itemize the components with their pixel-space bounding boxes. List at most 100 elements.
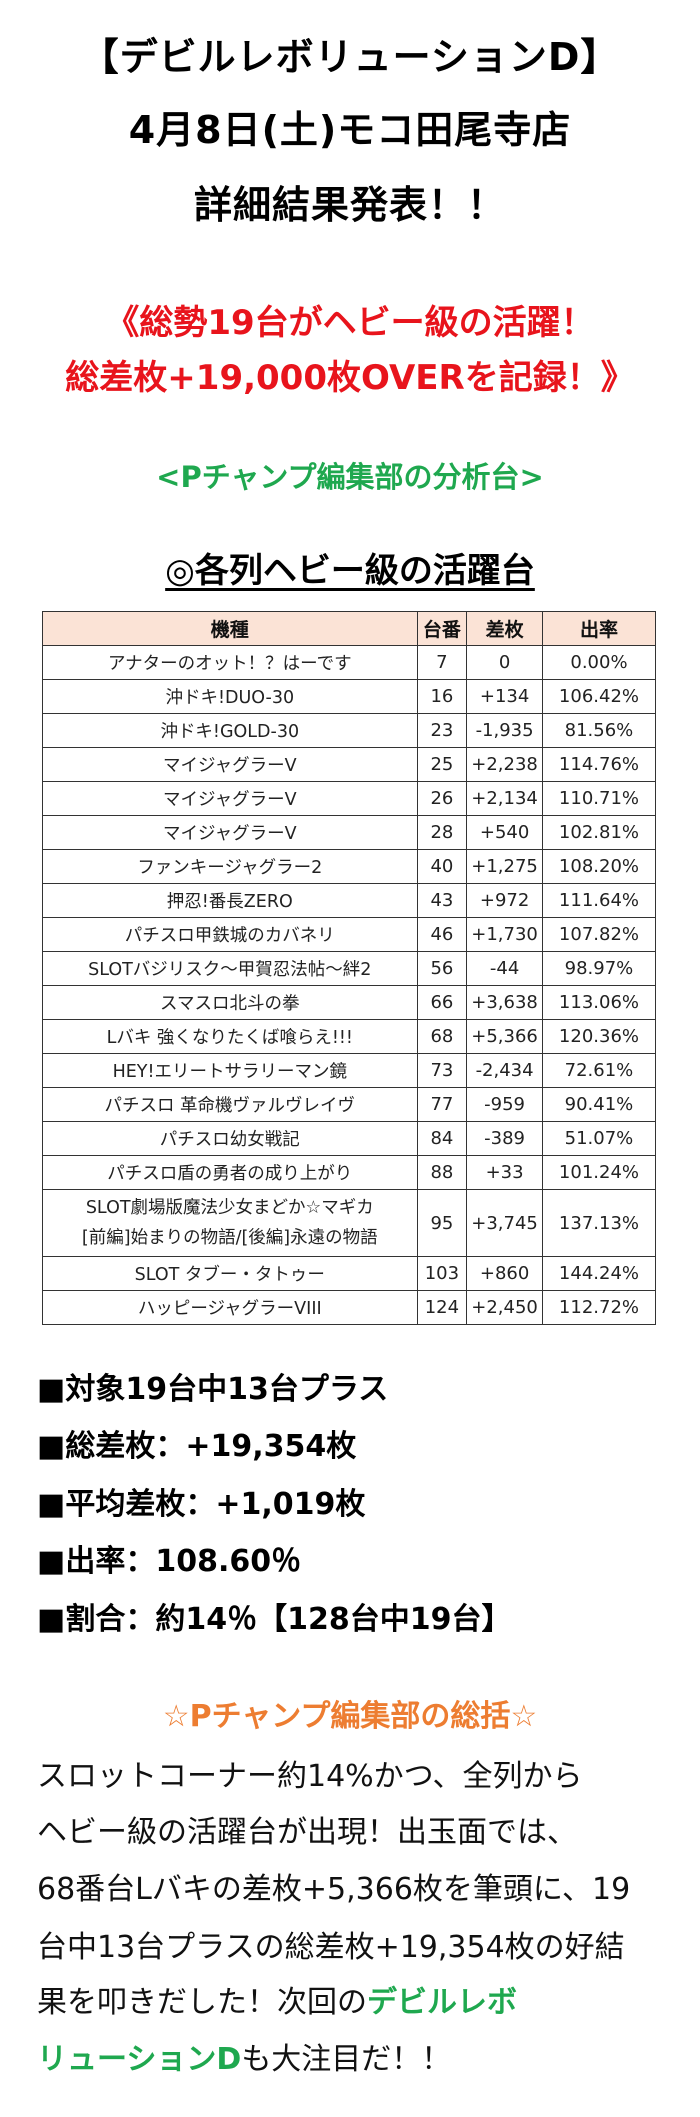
coin-diff: +1,730	[466, 917, 543, 952]
payout-rate: 90.41%	[541, 1087, 657, 1122]
machine-number: 23	[416, 713, 468, 748]
machine-name: SLOT タブー・タトゥー	[42, 1256, 418, 1291]
coin-diff: +540	[466, 815, 543, 850]
results-table: 機種 台番 差枚 出率 アナターのオット！？はーです 7 0 0.00% 沖ドキ!DU…	[42, 611, 657, 1325]
payout-rate: 120.36%	[541, 1019, 657, 1054]
coin-diff: +2,238	[466, 747, 543, 782]
review-text: 果を叩きだした！次回の	[37, 1985, 367, 2020]
coin-diff: +860	[466, 1256, 543, 1291]
machine-number: 103	[416, 1256, 468, 1291]
coin-diff: +2,450	[466, 1290, 543, 1325]
machine-name: ファンキージャグラー2	[42, 849, 418, 884]
review-text: も大注目だ！！	[241, 2042, 452, 2077]
payout-rate: 111.64%	[541, 883, 657, 918]
machine-number: 43	[416, 883, 468, 918]
section-title-text: ◎各列ヘビー級の活躍台	[165, 551, 535, 591]
machine-name: ハッピージャグラーVIII	[42, 1290, 418, 1325]
machine-name: SLOTバジリスク～甲賀忍法帖～絆2	[42, 951, 418, 986]
table-row: マイジャグラーV 26 +2,134 110.71%	[42, 781, 657, 816]
machine-name: SLOT劇場版魔法少女まどか☆マギカ [前編]始まりの物語/[後編]永遠の物語	[42, 1189, 418, 1257]
table-row: 沖ドキ!GOLD-30 23 -1,935 81.56%	[42, 713, 657, 748]
machine-number: 26	[416, 781, 468, 816]
summary-plus-count: ■対象19台中13台プラス	[37, 1372, 389, 1407]
machine-number: 16	[416, 679, 468, 714]
machine-number: 88	[416, 1155, 468, 1190]
page-title-line2: 4月8日(土)モコ田尾寺店	[128, 108, 572, 152]
table-row: HEY!エリートサラリーマン鏡 73 -2,434 72.61%	[42, 1053, 657, 1088]
table-row: マイジャグラーV 28 +540 102.81%	[42, 815, 657, 850]
coin-diff: +1,275	[466, 849, 543, 884]
summary-average-diff: ■平均差枚：+1,019枚	[37, 1487, 366, 1522]
review-line: 果を叩きだした！次回のデビルレボ	[37, 1983, 517, 2023]
coin-diff: +972	[466, 883, 543, 918]
review-line: 68番台Lバキの差枚+5,366枚を筆頭に、19	[37, 1872, 631, 1907]
machine-name: パチスロ盾の勇者の成り上がり	[42, 1155, 418, 1190]
machine-name-line1: SLOT劇場版魔法少女まどか☆マギカ	[85, 1198, 374, 1218]
review-line: 台中13台プラスの総差枚+19,354枚の好結	[37, 1930, 625, 1965]
machine-name: 沖ドキ!GOLD-30	[42, 713, 418, 748]
machine-name: HEY!エリートサラリーマン鏡	[42, 1053, 418, 1088]
machine-number: 124	[416, 1290, 468, 1325]
summary-total-diff: ■総差枚：+19,354枚	[37, 1429, 357, 1464]
coin-diff: +33	[466, 1155, 543, 1190]
table-row: スマスロ北斗の拳 66 +3,638 113.06%	[42, 985, 657, 1020]
coin-diff: +3,745	[466, 1189, 543, 1257]
column-header-machine: 機種	[42, 611, 418, 646]
payout-rate: 137.13%	[541, 1189, 657, 1257]
payout-rate: 144.24%	[541, 1256, 657, 1291]
table-row: 押忍!番長ZERO 43 +972 111.64%	[42, 883, 657, 918]
machine-number: 28	[416, 815, 468, 850]
machine-number: 66	[416, 985, 468, 1020]
payout-rate: 81.56%	[541, 713, 657, 748]
coin-diff: +134	[466, 679, 543, 714]
coin-diff: -2,434	[466, 1053, 543, 1088]
machine-number: 84	[416, 1121, 468, 1156]
event-name-highlight: デビルレボ	[367, 1985, 517, 2020]
event-name-highlight: リューションD	[37, 2042, 242, 2077]
column-header-number: 台番	[416, 611, 468, 646]
machine-number: 7	[416, 645, 468, 680]
coin-diff: -389	[466, 1121, 543, 1156]
payout-rate: 106.42%	[541, 679, 657, 714]
payout-rate: 72.61%	[541, 1053, 657, 1088]
table-row: パチスロ幼女戦記 84 -389 51.07%	[42, 1121, 657, 1156]
payout-rate: 110.71%	[541, 781, 657, 816]
machine-name: マイジャグラーV	[42, 781, 418, 816]
table-row: アナターのオット！？はーです 7 0 0.00%	[42, 645, 657, 680]
machine-number: 25	[416, 747, 468, 782]
payout-rate: 108.20%	[541, 849, 657, 884]
machine-name: アナターのオット！？はーです	[42, 645, 418, 680]
machine-name: パチスロ 革命機ヴァルヴレイヴ	[42, 1087, 418, 1122]
page-title-line1: 【デビルレボリューションD】	[80, 35, 620, 79]
payout-rate: 98.97%	[541, 951, 657, 986]
table-row: マイジャグラーV 25 +2,238 114.76%	[42, 747, 657, 782]
coin-diff: +3,638	[466, 985, 543, 1020]
payout-rate: 112.72%	[541, 1290, 657, 1325]
summary-ratio: ■割合：約14％【128台中19台】	[37, 1602, 512, 1637]
payout-rate: 114.76%	[541, 747, 657, 782]
payout-rate: 113.06%	[541, 985, 657, 1020]
coin-diff: -44	[466, 951, 543, 986]
table-row: ハッピージャグラーVIII 124 +2,450 112.72%	[42, 1290, 657, 1325]
machine-number: 95	[416, 1189, 468, 1257]
headline-line1: 《総勢19台がヘビー級の活躍！	[105, 303, 595, 343]
column-header-diff: 差枚	[466, 611, 543, 646]
coin-diff: +2,134	[466, 781, 543, 816]
page-title-line3: 詳細結果発表！！	[193, 183, 506, 227]
table-row: SLOT劇場版魔法少女まどか☆マギカ [前編]始まりの物語/[後編]永遠の物語 …	[42, 1189, 657, 1257]
table-row: パチスロ盾の勇者の成り上がり 88 +33 101.24%	[42, 1155, 657, 1190]
payout-rate: 101.24%	[541, 1155, 657, 1190]
section-title: ◎各列ヘビー級の活躍台	[0, 549, 700, 593]
table-row: パチスロ甲鉄城のカバネリ 46 +1,730 107.82%	[42, 917, 657, 952]
machine-number: 56	[416, 951, 468, 986]
table-row: パチスロ 革命機ヴァルヴレイヴ 77 -959 90.41%	[42, 1087, 657, 1122]
review-heading: ☆Pチャンプ編集部の総括☆	[162, 1699, 538, 1734]
payout-rate: 51.07%	[541, 1121, 657, 1156]
table-row: Lバキ 強くなりたくば喰らえ!!! 68 +5,366 120.36%	[42, 1019, 657, 1054]
machine-number: 77	[416, 1087, 468, 1122]
machine-name: Lバキ 強くなりたくば喰らえ!!!	[42, 1019, 418, 1054]
coin-diff: +5,366	[466, 1019, 543, 1054]
machine-name: パチスロ幼女戦記	[42, 1121, 418, 1156]
payout-rate: 102.81%	[541, 815, 657, 850]
payout-rate: 0.00%	[541, 645, 657, 680]
